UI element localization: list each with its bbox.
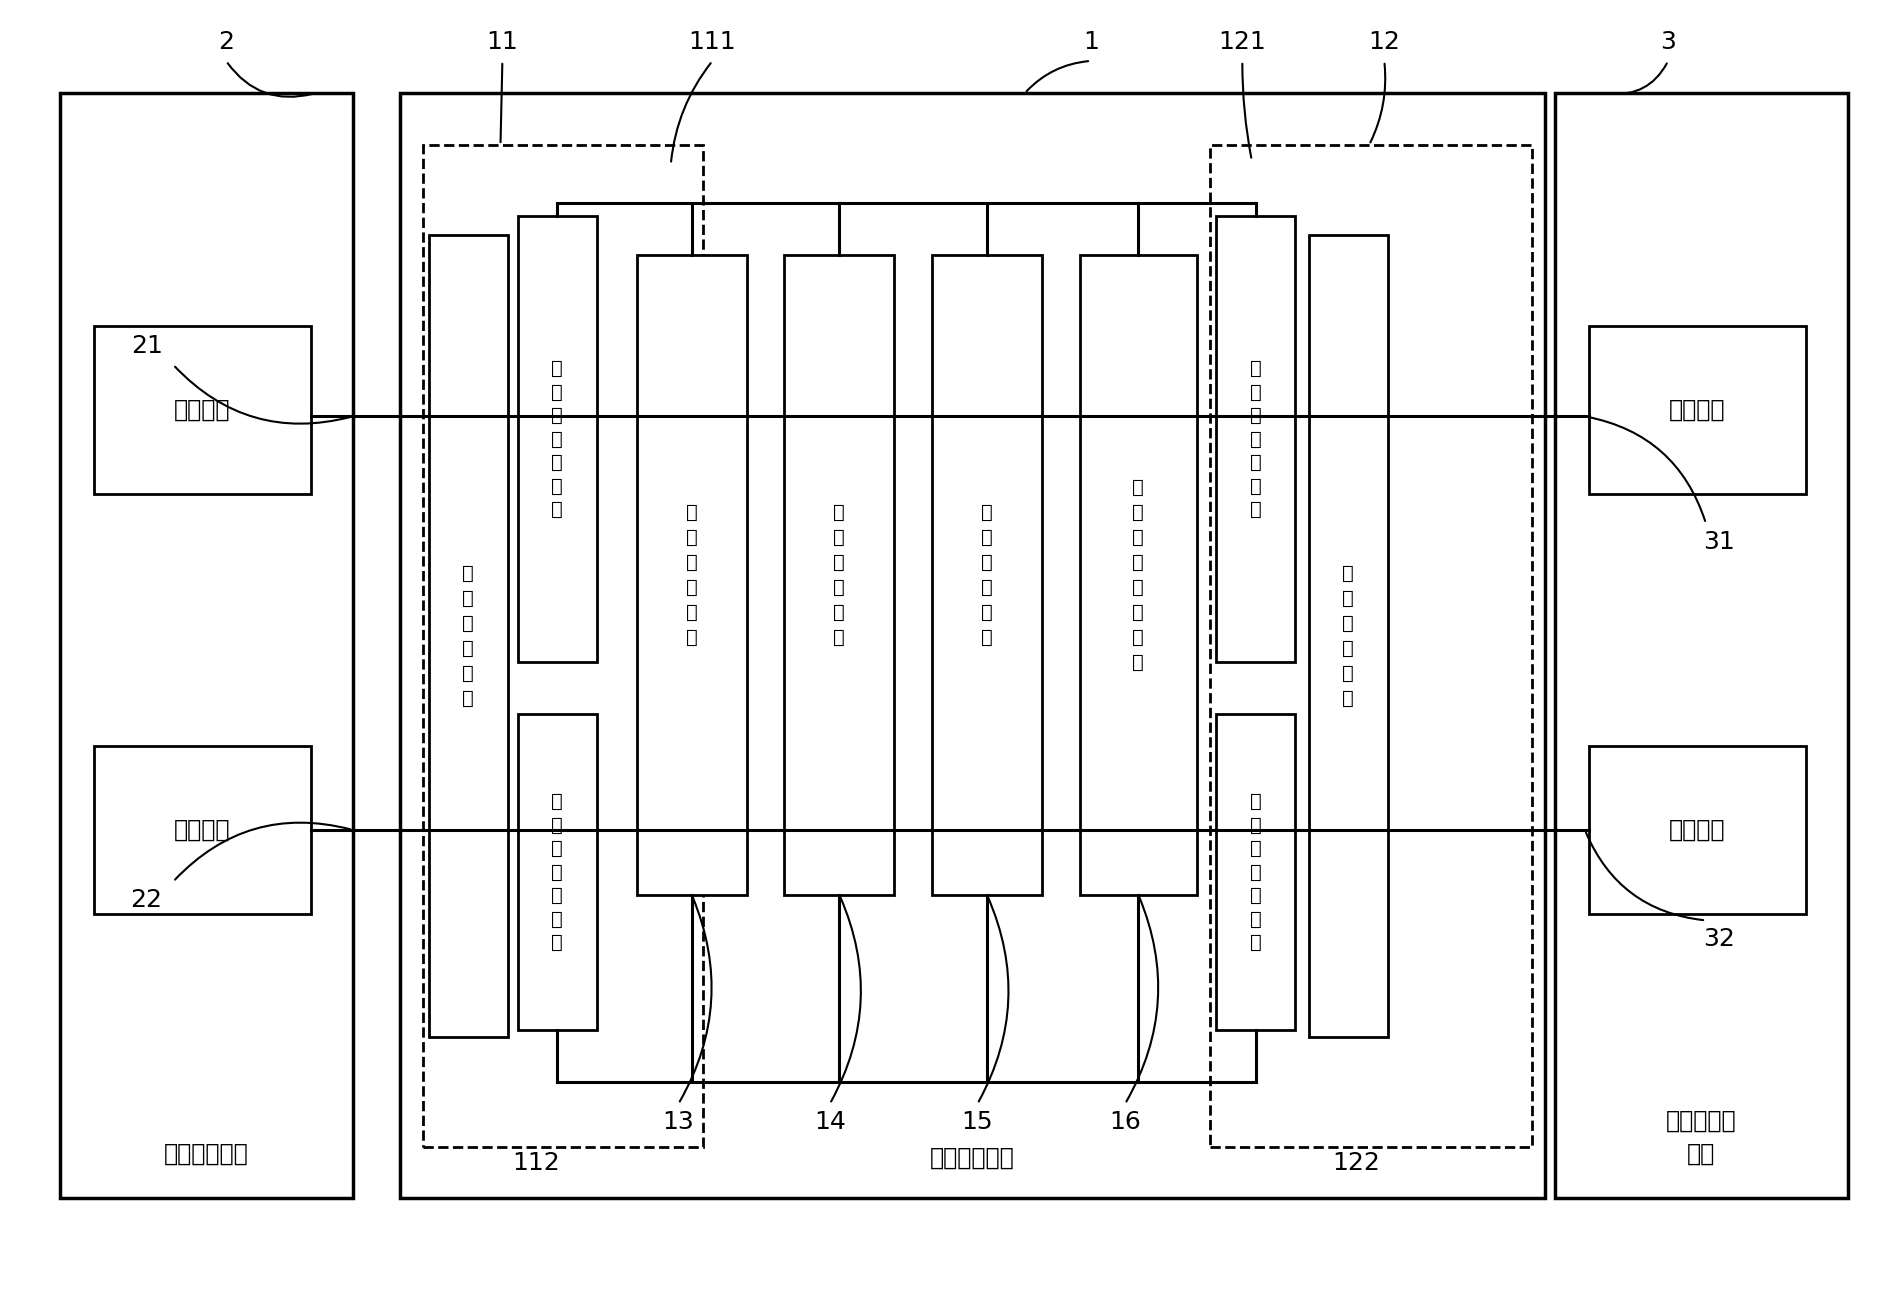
- Text: 13: 13: [662, 1110, 695, 1134]
- Text: 14: 14: [814, 1110, 847, 1134]
- Text: 1: 1: [1084, 30, 1099, 55]
- Text: 过
流
保
护
单
元: 过 流 保 护 单 元: [685, 502, 697, 646]
- Text: 11: 11: [486, 30, 518, 55]
- Text: 电源正极: 电源正极: [1668, 398, 1725, 422]
- FancyBboxPatch shape: [423, 145, 702, 1146]
- Text: 31: 31: [1703, 530, 1735, 554]
- Text: 电源保护电路: 电源保护电路: [930, 1146, 1015, 1169]
- Text: 32: 32: [1703, 927, 1735, 951]
- Text: 12: 12: [1368, 30, 1401, 55]
- FancyBboxPatch shape: [932, 254, 1042, 894]
- FancyBboxPatch shape: [429, 235, 509, 1037]
- Text: 后级物联网
设备: 后级物联网 设备: [1666, 1108, 1737, 1166]
- FancyBboxPatch shape: [400, 93, 1545, 1198]
- Text: 15: 15: [962, 1110, 993, 1134]
- FancyBboxPatch shape: [93, 746, 311, 914]
- FancyBboxPatch shape: [1080, 254, 1198, 894]
- FancyBboxPatch shape: [518, 714, 598, 1031]
- Text: 前级输入电源: 前级输入电源: [163, 1142, 249, 1166]
- FancyBboxPatch shape: [1308, 235, 1387, 1037]
- FancyBboxPatch shape: [93, 326, 311, 495]
- FancyBboxPatch shape: [1589, 326, 1807, 495]
- FancyBboxPatch shape: [1217, 714, 1294, 1031]
- Text: 第
四
电
性
连
接
端: 第 四 电 性 连 接 端: [1249, 792, 1262, 951]
- Text: 输
入
接
口
单
元: 输 入 接 口 单 元: [463, 565, 474, 709]
- Text: 电源负极: 电源负极: [1668, 818, 1725, 842]
- FancyBboxPatch shape: [784, 254, 894, 894]
- FancyBboxPatch shape: [1217, 215, 1294, 662]
- Text: 输
出
接
口
单
元: 输 出 接 口 单 元: [1342, 565, 1353, 709]
- FancyBboxPatch shape: [59, 93, 353, 1198]
- Text: 121: 121: [1219, 30, 1266, 55]
- Text: 高
频
瞬
态
响
应
单
元: 高 频 瞬 态 响 应 单 元: [1133, 478, 1144, 671]
- Text: 2: 2: [218, 30, 233, 55]
- FancyBboxPatch shape: [1211, 145, 1532, 1146]
- FancyBboxPatch shape: [636, 254, 746, 894]
- FancyBboxPatch shape: [1554, 93, 1849, 1198]
- Text: 21: 21: [131, 334, 163, 358]
- Text: 浪
涌
保
护
单
元: 浪 涌 保 护 单 元: [833, 502, 845, 646]
- Text: 16: 16: [1108, 1110, 1141, 1134]
- Text: 反
接
保
护
单
元: 反 接 保 护 单 元: [981, 502, 993, 646]
- Text: 第
二
电
性
连
接
端: 第 二 电 性 连 接 端: [552, 792, 564, 951]
- Text: 第
一
电
性
连
接
端: 第 一 电 性 连 接 端: [552, 360, 564, 519]
- Text: 第
三
电
性
连
接
端: 第 三 电 性 连 接 端: [1249, 360, 1262, 519]
- Text: 122: 122: [1332, 1151, 1380, 1175]
- FancyBboxPatch shape: [518, 215, 598, 662]
- Text: 111: 111: [689, 30, 736, 55]
- Text: 供电负极: 供电负极: [175, 818, 232, 842]
- Text: 供电正极: 供电正极: [175, 398, 232, 422]
- FancyBboxPatch shape: [1589, 746, 1807, 914]
- Text: 22: 22: [131, 888, 163, 912]
- Text: 112: 112: [512, 1151, 560, 1175]
- Text: 3: 3: [1661, 30, 1676, 55]
